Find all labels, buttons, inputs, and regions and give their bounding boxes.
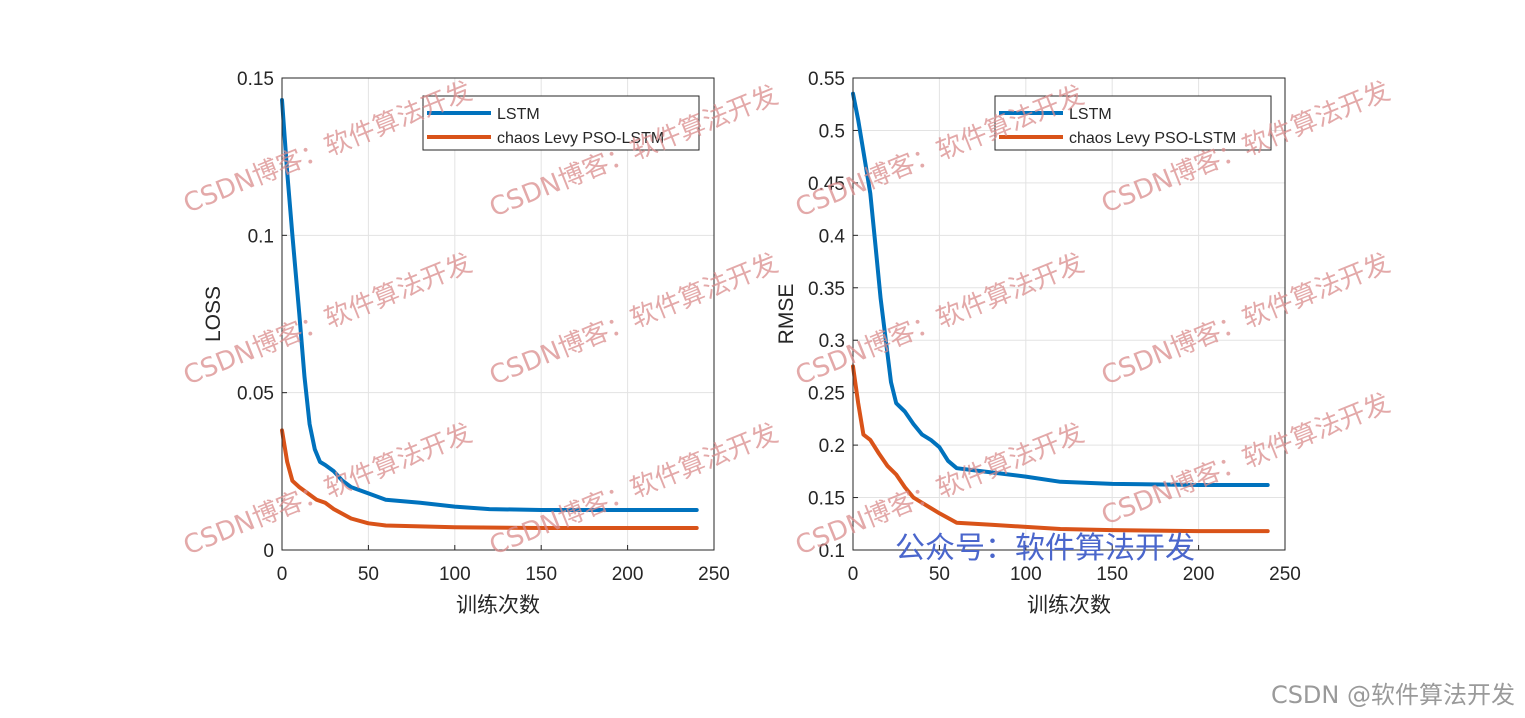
- x-axis-label: 训练次数: [1027, 593, 1111, 617]
- legend-label: LSTM: [1069, 106, 1112, 123]
- y-tick-label: 0: [263, 541, 274, 562]
- y-tick-label: 0.25: [808, 384, 845, 405]
- x-tick-label: 100: [1010, 564, 1042, 585]
- legend-label: LSTM: [497, 106, 540, 123]
- y-tick-label: 0.05: [237, 384, 274, 405]
- x-tick-label: 50: [358, 564, 379, 585]
- y-tick-label: 0.1: [819, 541, 845, 562]
- y-tick-label: 0.55: [808, 69, 845, 90]
- series-line: [851, 91, 1270, 487]
- footer-credit: CSDN @软件算法开发: [1270, 681, 1515, 709]
- x-tick-label: 0: [277, 564, 288, 585]
- overlay-text: 公众号：软件算法开发: [895, 531, 1195, 566]
- y-tick-label: 0.1: [248, 226, 274, 247]
- loss-chart: 0 50 100 150 200 250 0 0.05 0.1 0.15 训练次数 LOSS LSTM c…: [202, 69, 730, 617]
- y-tick-label: 0.3: [819, 331, 845, 352]
- rmse-chart: 0 50 100 150 200 250 0.1 0.15 0.2 0.25 0.3 0.35 0.4 0…: [775, 69, 1301, 617]
- x-tick-label: 200: [1183, 564, 1215, 585]
- x-tick-label: 100: [439, 564, 471, 585]
- x-tick-label: 50: [929, 564, 950, 585]
- x-tick-label: 200: [612, 564, 644, 585]
- legend-label: chaos Levy PSO-LSTM: [1069, 130, 1236, 147]
- y-tick-label: 0.45: [808, 174, 845, 195]
- x-tick-label: 0: [848, 564, 859, 585]
- x-tick-label: 250: [1269, 564, 1301, 585]
- legend-box: [994, 95, 1272, 151]
- series-line: [280, 98, 699, 512]
- x-tick-label: 150: [1096, 564, 1128, 585]
- y-tick-label: 0.35: [808, 279, 845, 300]
- axes-frame: [281, 77, 715, 551]
- y-axis-label: LOSS: [202, 286, 225, 342]
- legend-box: [422, 95, 700, 151]
- y-tick-label: 0.15: [237, 69, 274, 90]
- y-tick-label: 0.5: [819, 121, 845, 142]
- y-tick-label: 0.15: [808, 489, 845, 510]
- series-line: [851, 364, 1270, 534]
- plot-area: [853, 78, 1285, 550]
- y-tick-label: 0.4: [819, 226, 846, 247]
- axes-frame: [852, 77, 1286, 551]
- y-tick-label: 0.2: [819, 436, 845, 457]
- y-axis-label: RMSE: [775, 284, 798, 345]
- x-tick-label: 250: [698, 564, 730, 585]
- x-axis-label: 训练次数: [456, 593, 540, 617]
- x-tick-label: 150: [525, 564, 557, 585]
- series-line: [280, 428, 699, 530]
- legend-label: chaos Levy PSO-LSTM: [497, 130, 664, 147]
- plot-area: [282, 78, 714, 550]
